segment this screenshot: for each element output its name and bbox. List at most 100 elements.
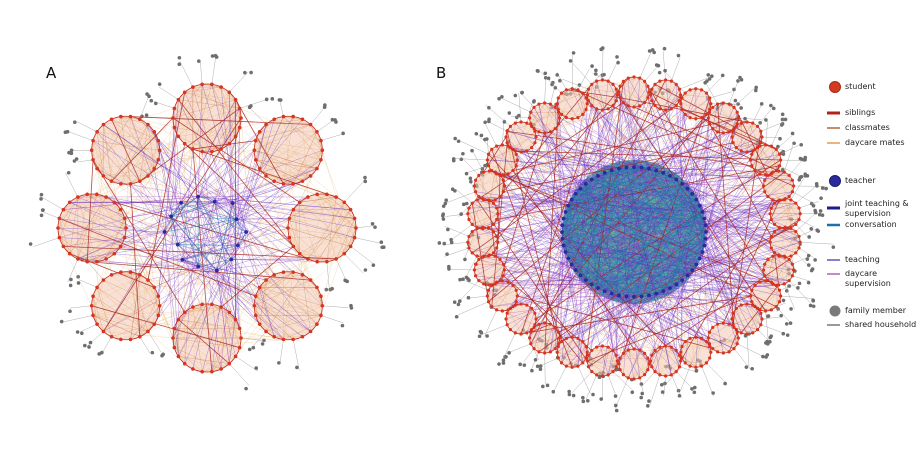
family-member xyxy=(454,314,459,319)
student xyxy=(291,270,295,274)
sibling-edge xyxy=(130,183,141,337)
daycare-edge xyxy=(520,303,532,330)
sibling-edge xyxy=(178,319,230,364)
household-edge xyxy=(795,224,810,239)
conversation-edge xyxy=(591,179,707,233)
family-member xyxy=(723,381,727,386)
student xyxy=(731,311,735,315)
student xyxy=(766,194,770,199)
family-member xyxy=(720,73,725,78)
classmate-edge xyxy=(184,86,222,93)
classmate-edge xyxy=(192,307,203,372)
student xyxy=(501,190,505,194)
student xyxy=(227,90,232,95)
teaching-edge xyxy=(120,202,233,247)
student xyxy=(706,336,710,340)
teaching-edge xyxy=(644,284,677,375)
family-member xyxy=(277,361,281,365)
teaching-edge xyxy=(245,231,275,337)
student xyxy=(264,122,268,127)
student xyxy=(704,91,709,95)
student xyxy=(760,317,764,321)
student xyxy=(782,282,786,286)
family-member xyxy=(764,355,768,359)
student xyxy=(669,79,673,83)
family-member xyxy=(824,186,828,191)
student xyxy=(595,345,599,349)
classmate-edge xyxy=(475,180,496,200)
sibling-edge xyxy=(476,199,588,362)
household-edge xyxy=(765,120,768,146)
daycare-edge xyxy=(103,124,141,337)
student xyxy=(768,240,772,244)
teaching-edge xyxy=(237,245,267,281)
panel-label: A xyxy=(46,64,57,82)
classmate-edge xyxy=(111,119,159,141)
family-member xyxy=(819,196,823,200)
classmate-edge xyxy=(754,154,780,171)
family-member xyxy=(555,73,560,77)
family-member xyxy=(647,399,651,403)
teaching-edge xyxy=(130,219,237,340)
student xyxy=(152,322,157,326)
student xyxy=(680,96,684,100)
sibling-edge xyxy=(491,142,508,307)
teacher xyxy=(212,199,217,204)
student xyxy=(632,377,636,381)
daycare-edge xyxy=(299,253,337,260)
teacher xyxy=(685,273,690,278)
family-member xyxy=(41,208,45,212)
family-member xyxy=(513,93,518,98)
teacher xyxy=(703,236,708,241)
family-member xyxy=(340,323,345,328)
classmate-edge xyxy=(299,202,318,262)
student xyxy=(486,300,491,304)
student xyxy=(643,351,647,355)
family-member xyxy=(806,253,811,258)
conversation-edge xyxy=(214,201,247,233)
student xyxy=(711,325,715,330)
household-edge xyxy=(200,61,203,85)
teaching-edge xyxy=(611,170,771,243)
student xyxy=(758,172,762,176)
student xyxy=(477,279,481,283)
student xyxy=(576,336,580,340)
sibling-edge xyxy=(91,305,240,348)
student xyxy=(348,207,353,212)
student xyxy=(787,279,791,283)
teaching-edge xyxy=(562,238,772,283)
teacher xyxy=(647,293,651,298)
family-member xyxy=(97,352,101,356)
teacher xyxy=(680,181,685,186)
student xyxy=(470,222,474,226)
student xyxy=(669,107,673,111)
student xyxy=(286,226,290,230)
sibling-edge xyxy=(507,130,752,167)
student xyxy=(253,138,258,143)
student xyxy=(548,350,552,354)
conversation-edge xyxy=(626,205,701,297)
student xyxy=(679,359,683,363)
household-edge xyxy=(279,98,284,117)
teaching-edge xyxy=(681,104,718,281)
student xyxy=(182,310,187,315)
student xyxy=(511,169,515,173)
student xyxy=(291,114,295,119)
student xyxy=(711,105,715,109)
conversation-edge xyxy=(585,172,606,281)
teaching-edge xyxy=(170,183,294,217)
household-edge xyxy=(795,211,818,232)
teaching-edge xyxy=(69,201,215,203)
teaching-edge xyxy=(626,196,769,297)
teaching-edge xyxy=(562,225,734,325)
household-edge xyxy=(706,362,726,383)
family-member xyxy=(796,286,800,290)
student xyxy=(543,351,547,355)
conversation-edge xyxy=(177,244,232,260)
student xyxy=(219,85,223,89)
student xyxy=(534,317,538,321)
student xyxy=(758,144,762,148)
household-edge xyxy=(39,195,64,210)
student xyxy=(750,300,754,304)
teaching-edge xyxy=(197,119,275,197)
